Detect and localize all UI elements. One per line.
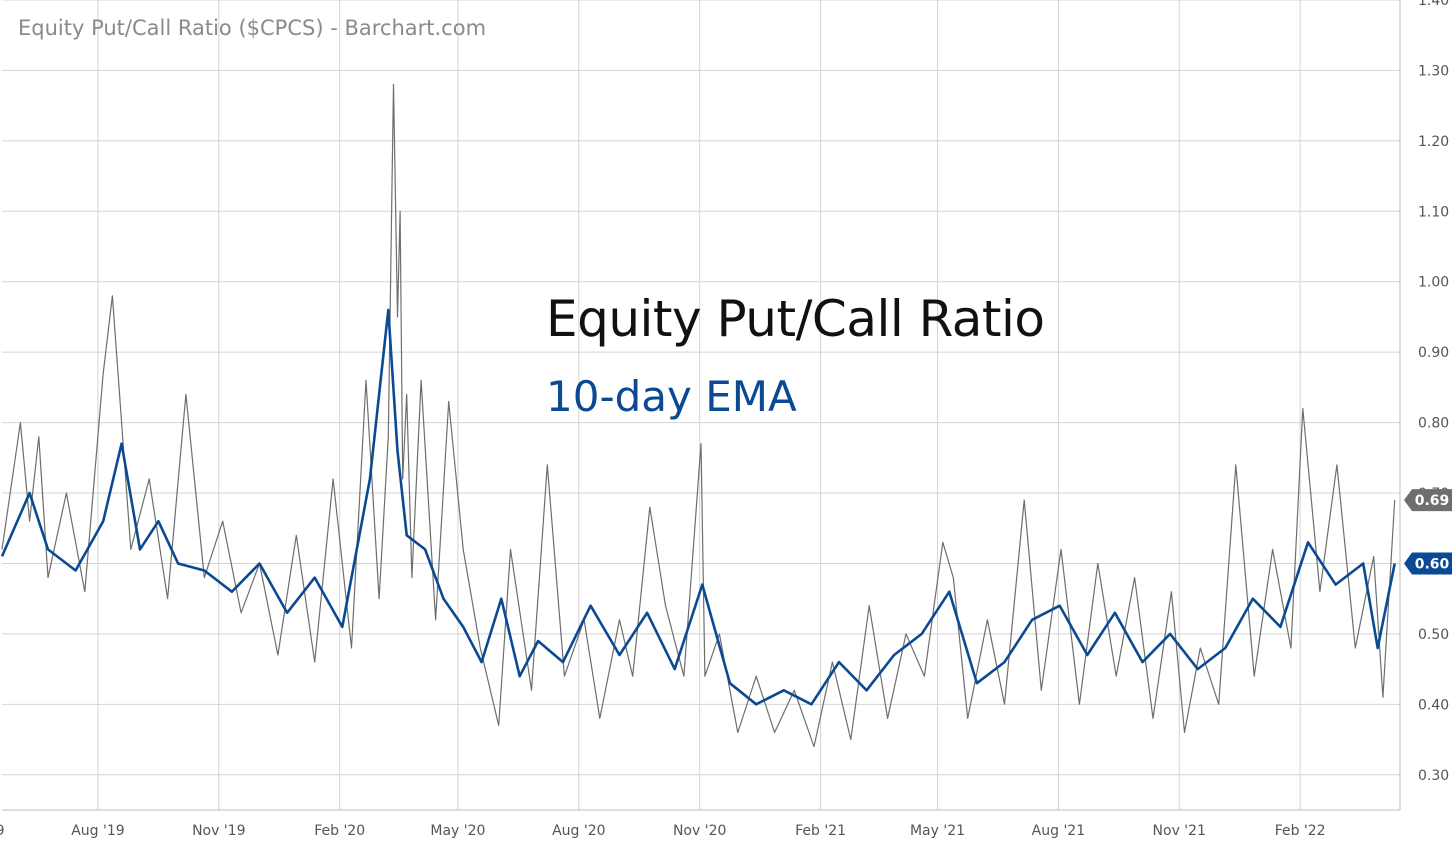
- x-tick-label: Feb '22: [1275, 823, 1326, 839]
- y-tick-label: 0.50: [1418, 627, 1449, 643]
- series-line-ema: [0, 308, 1396, 706]
- source-title: Equity Put/Call Ratio ($CPCS) - Barchart…: [18, 16, 487, 40]
- x-tick-label: Aug '19: [71, 823, 124, 839]
- last-value-raw-shape: [1404, 489, 1452, 512]
- y-tick-label: 0.30: [1418, 768, 1449, 784]
- y-tick-label: 1.30: [1418, 63, 1449, 79]
- series-layer: [0, 83, 1396, 748]
- last-value-ema-shape: [1404, 552, 1452, 575]
- y-tick-label: 0.90: [1418, 345, 1449, 361]
- x-tick-label: Feb '20: [314, 823, 365, 839]
- x-tick-label: May '19: [0, 823, 5, 839]
- y-tick-label: 1.00: [1418, 275, 1449, 291]
- last-value-raw-label: 0.69: [1415, 493, 1450, 509]
- y-tick-label: 1.10: [1418, 204, 1449, 220]
- x-tick-label: May '21: [910, 823, 965, 839]
- last-value-ema-label: 0.60: [1415, 556, 1450, 572]
- y-axis: 0.300.400.500.600.700.800.901.001.101.20…: [1418, 0, 1449, 784]
- y-tick-label: 1.40: [1418, 0, 1449, 9]
- grid-lines: [2, 0, 1401, 811]
- annotation-title: Equity Put/Call Ratio: [546, 290, 1045, 348]
- x-tick-label: Nov '19: [192, 823, 245, 839]
- last-value-badges: 0.69 0.60: [1404, 489, 1452, 575]
- x-tick-label: Aug '21: [1032, 823, 1085, 839]
- series-line-raw: [1, 83, 1396, 748]
- y-tick-label: 0.80: [1418, 416, 1449, 432]
- y-tick-label: 1.20: [1418, 134, 1449, 150]
- annotation-subtitle: 10-day EMA: [546, 372, 797, 421]
- x-axis: May '19 Aug '19 Nov '19 Feb '20 May '20 Aug '…: [0, 823, 1326, 839]
- x-tick-label: May '20: [430, 823, 485, 839]
- x-tick-label: Aug '20: [552, 823, 605, 839]
- x-tick-label: Nov '21: [1153, 823, 1206, 839]
- x-tick-label: Feb '21: [795, 823, 846, 839]
- y-tick-label: 0.40: [1418, 697, 1449, 713]
- x-tick-label: Nov '20: [673, 823, 726, 839]
